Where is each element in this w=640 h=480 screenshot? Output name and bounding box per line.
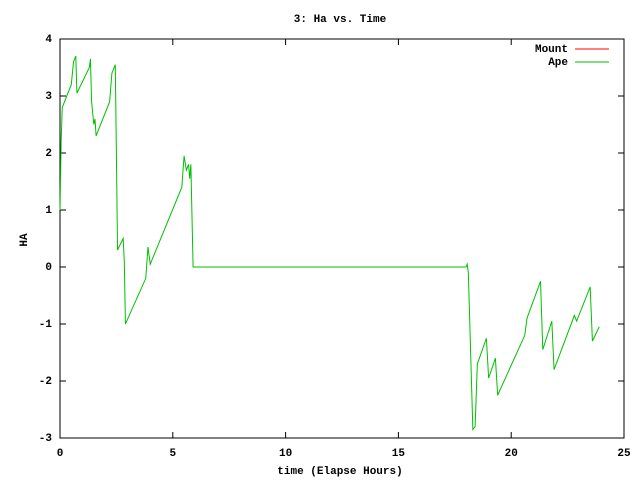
y-tick-label: 3 <box>45 91 52 103</box>
y-tick-label: -1 <box>39 319 53 331</box>
y-axis-label: HA <box>19 233 31 247</box>
series-line <box>59 55 600 431</box>
x-tick-label: 0 <box>57 448 64 460</box>
y-tick-label: 1 <box>45 205 52 217</box>
x-tick-label: 25 <box>617 448 631 460</box>
y-tick-label: -3 <box>39 433 53 445</box>
chart-title: 3: Ha vs. Time <box>294 14 387 26</box>
x-axis-label: time (Elapse Hours) <box>277 466 402 478</box>
y-tick-label: 0 <box>45 262 52 274</box>
x-tick-label: 15 <box>392 448 406 460</box>
x-tick-label: 20 <box>505 448 518 460</box>
x-tick-label: 5 <box>169 448 176 460</box>
legend-label: Mount <box>535 44 568 56</box>
plot-frame <box>59 38 625 439</box>
x-tick-label: 10 <box>279 448 292 460</box>
legend-label: Ape <box>548 57 568 69</box>
y-tick-label: 2 <box>45 148 52 160</box>
y-tick-label: 4 <box>45 34 52 46</box>
y-tick-label: -2 <box>39 376 52 388</box>
